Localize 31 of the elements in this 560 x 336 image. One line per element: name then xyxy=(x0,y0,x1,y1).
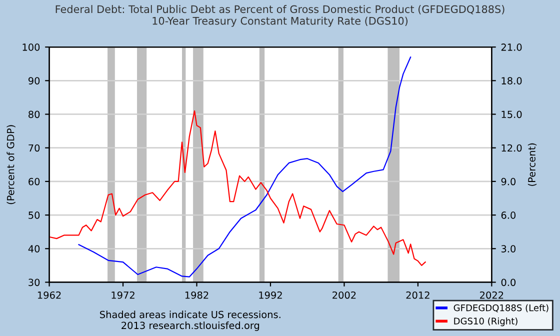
y-tick-label: 60 xyxy=(28,178,40,186)
text: Shaded areas indicate US recessions. 2013 research.stlouisfed.org xyxy=(100,310,280,331)
y-tick-label: 50 xyxy=(28,212,40,219)
line-series xyxy=(49,110,426,266)
x-tick-label: 2002 xyxy=(332,291,356,299)
legend-label: DGS10 (Right) xyxy=(454,317,518,326)
y-tick-label: 30 xyxy=(28,278,40,286)
chart-title: Federal Debt: Total Public Debt as Percent of Gross Domestic Product (GFDEGDQ188S) 10-Year Treasury Constant Maturity Rate (DGS10) xyxy=(56,5,504,27)
x-tick-label: 1992 xyxy=(259,291,282,299)
y-tick-label: 100 xyxy=(22,44,40,51)
y-axis-title: (Percent of GDP) xyxy=(6,125,16,204)
y-tick-label: 70 xyxy=(28,144,40,152)
x-tick-label: 2012 xyxy=(406,291,430,299)
y2-axis-title: (Percent) xyxy=(528,143,537,186)
y2-tick-label: 0.0 xyxy=(501,278,516,286)
y2-tick-label: 9.0 xyxy=(501,178,516,186)
x-tick-label: 1972 xyxy=(112,291,134,299)
y-tick-label: 90 xyxy=(28,77,40,84)
y-tick-label: 40 xyxy=(28,245,40,252)
y2-tick-label: 12.0 xyxy=(502,144,522,152)
y-tick-label: 80 xyxy=(28,110,40,118)
x-tick-label: 1982 xyxy=(185,291,208,299)
legend-label: GFDEGDQ188S (Left) xyxy=(454,304,548,312)
y2-tick-label: 6.0 xyxy=(501,212,516,219)
y2-tick-label: 18.0 xyxy=(502,77,522,84)
y2-tick-label: 3.0 xyxy=(501,245,516,252)
x-tick-label: 1962 xyxy=(38,291,61,299)
line-series xyxy=(78,56,412,278)
y2-tick-label: 15.0 xyxy=(502,110,522,118)
y2-tick-label: 21.0 xyxy=(501,44,522,51)
x-tick-label: 2022 xyxy=(480,291,504,299)
